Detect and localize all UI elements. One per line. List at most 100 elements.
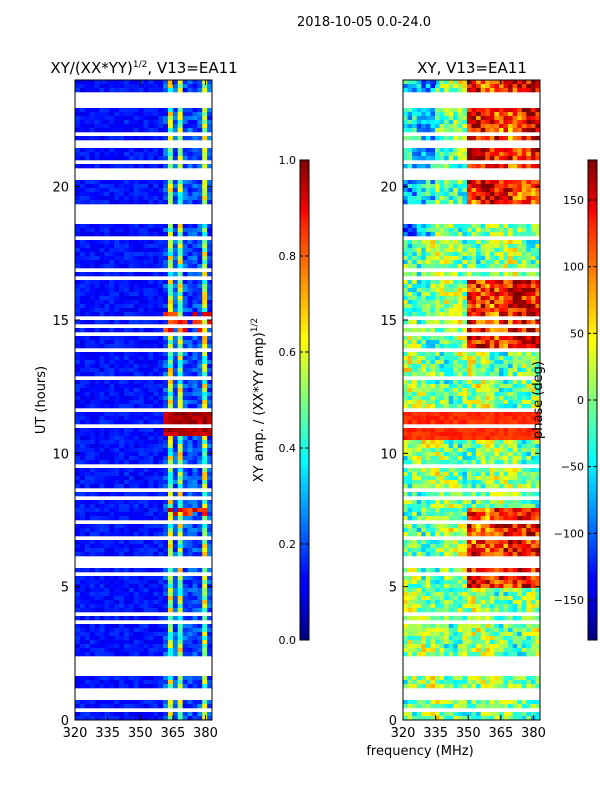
amplitude-heatmap-cell: [119, 304, 125, 309]
phase-heatmap-cell: [498, 128, 504, 133]
amplitude-heatmap-cell: [153, 528, 159, 533]
amplitude-heatmap-cell: [158, 356, 164, 361]
amplitude-heatmap-cell: [207, 500, 212, 505]
amplitude-heatmap-cell: [99, 420, 105, 425]
phase-heatmap-cell: [448, 256, 454, 261]
phase-heatmap-cell: [521, 116, 527, 121]
phase-heatmap-cell: [494, 364, 500, 369]
amplitude-heatmap-cell: [143, 224, 149, 229]
amplitude-heatmap-cell: [202, 364, 208, 369]
phase-heatmap-cell: [403, 128, 408, 133]
amplitude-heatmap-cell: [202, 716, 208, 720]
amplitude-heatmap-cell: [202, 380, 208, 385]
amplitude-heatmap-cell: [192, 580, 198, 585]
phase-heatmap-cell: [439, 240, 445, 245]
phase-heatmap-cell: [512, 84, 518, 89]
amplitude-heatmap-cell: [119, 628, 125, 633]
amplitude-heatmap-cell: [148, 632, 154, 637]
amplitude-heatmap-cell: [172, 388, 179, 393]
amplitude-heatmap-cell: [163, 616, 169, 621]
amplitude-heatmap-cell: [192, 184, 198, 189]
phase-heatmap-cell: [517, 256, 523, 261]
phase-heatmap-cell: [471, 384, 477, 389]
amplitude-heatmap-cell: [128, 628, 135, 633]
amplitude-heatmap-cell: [94, 156, 100, 161]
amplitude-heatmap-cell: [202, 196, 208, 201]
amplitude-heatmap-cell: [177, 568, 184, 573]
phase-heatmap-cell: [508, 152, 513, 157]
amplitude-heatmap-cell: [75, 636, 81, 641]
amplitude-heatmap-cell: [182, 460, 188, 465]
amplitude-colorbar-tick-label: 0.8: [279, 250, 297, 263]
amplitude-heatmap-cell: [114, 288, 120, 293]
phase-heatmap-cell: [521, 240, 527, 245]
amplitude-heatmap-cell: [84, 716, 91, 720]
amplitude-heatmap-cell: [163, 632, 169, 637]
amplitude-heatmap-cell: [99, 344, 105, 349]
amplitude-heatmap-cell: [143, 456, 149, 461]
amplitude-heatmap-cell: [104, 372, 110, 377]
phase-heatmap-cell: [439, 356, 445, 361]
phase-heatmap-cell: [508, 112, 513, 117]
amplitude-heatmap-cell: [148, 228, 154, 233]
amplitude-heatmap-cell: [177, 516, 184, 521]
phase-heatmap-cell: [412, 344, 418, 349]
amplitude-heatmap-cell: [89, 364, 95, 369]
amplitude-heatmap-cell: [153, 504, 159, 509]
amplitude-heatmap-cell: [197, 108, 203, 113]
amplitude-heatmap-cell: [99, 552, 105, 557]
amplitude-heatmap-cell: [123, 636, 130, 641]
amplitude-heatmap-cell: [109, 412, 115, 417]
amplitude-heatmap-cell: [133, 624, 139, 629]
phase-heatmap-cell: [430, 356, 436, 361]
phase-heatmap-cell: [485, 336, 491, 341]
amplitude-heatmap-cell: [114, 444, 120, 449]
phase-heatmap-cell: [503, 380, 509, 385]
phase-heatmap-cell: [430, 188, 436, 193]
amplitude-heatmap-cell: [158, 128, 164, 133]
phase-heatmap-cell: [526, 352, 532, 357]
amplitude-heatmap-cell: [177, 344, 184, 349]
amplitude-heatmap-cell: [197, 404, 203, 409]
amplitude-heatmap-cell: [197, 280, 203, 285]
phase-heatmap-cell: [439, 108, 445, 113]
phase-heatmap-cell: [494, 200, 500, 205]
amplitude-heatmap-cell: [104, 504, 110, 509]
phase-heatmap-cell: [489, 188, 495, 193]
amplitude-heatmap-cell: [148, 396, 154, 401]
phase-heatmap-cell: [480, 200, 486, 205]
amplitude-heatmap-row: [75, 504, 212, 509]
amplitude-heatmap-cell: [158, 456, 164, 461]
amplitude-heatmap-cell: [182, 196, 188, 201]
amplitude-heatmap-cell: [138, 356, 144, 361]
amplitude-heatmap-cell: [192, 152, 198, 157]
amplitude-heatmap-cell: [187, 704, 193, 709]
amplitude-heatmap-row: [75, 304, 212, 309]
amplitude-heatmap-cell: [177, 180, 184, 185]
amplitude-heatmap-cell: [94, 368, 100, 373]
amplitude-heatmap-cell: [202, 244, 208, 249]
amplitude-heatmap-cell: [79, 260, 86, 265]
amplitude-heatmap-cell: [163, 644, 169, 649]
amplitude-heatmap-cell: [94, 272, 100, 277]
phase-heatmap-cell: [517, 244, 523, 249]
phase-heatmap-cell: [466, 256, 472, 261]
phase-heatmap-cell: [535, 288, 540, 293]
phase-heatmap-cell: [480, 80, 486, 85]
phase-heatmap-row: [403, 196, 540, 201]
amplitude-heatmap-cell: [99, 84, 105, 89]
phase-heatmap-cell: [503, 128, 509, 133]
phase-heatmap-cell: [480, 136, 486, 141]
amplitude-heatmap-cell: [197, 540, 203, 545]
amplitude-heatmap-cell: [202, 568, 208, 573]
amplitude-heatmap-cell: [172, 400, 179, 405]
amplitude-heatmap-cell: [104, 516, 110, 521]
phase-heatmap-row: [403, 308, 540, 313]
amplitude-heatmap-cell: [207, 196, 212, 201]
phase-heatmap-cell: [494, 292, 500, 297]
phase-heatmap-cell: [462, 304, 468, 309]
phase-heatmap-cell: [517, 188, 523, 193]
amplitude-heatmap-cell: [207, 344, 212, 349]
amplitude-heatmap-cell: [158, 432, 164, 437]
amplitude-heatmap-cell: [167, 628, 174, 633]
